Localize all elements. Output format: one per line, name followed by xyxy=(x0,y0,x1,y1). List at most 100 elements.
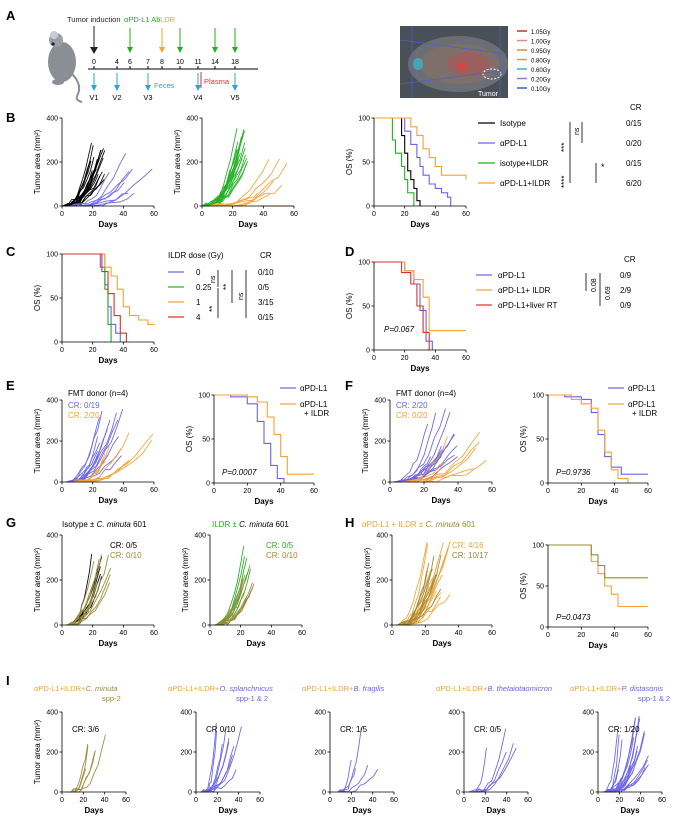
tumor-growth-curve xyxy=(201,769,237,793)
legend-label: αPD-L1+ILDR xyxy=(500,179,550,188)
legend-label: αPD-L1 xyxy=(300,384,328,393)
y-tick-label: 0 xyxy=(456,790,460,797)
visit-label: V1 xyxy=(89,93,98,102)
stat-label: 0.08 xyxy=(591,278,598,292)
y-tick-label: 400 xyxy=(46,533,58,540)
x-tick-label: 0 xyxy=(208,630,212,637)
x-tick-label: 20 xyxy=(89,211,97,218)
panel-letter-f: F xyxy=(345,378,353,393)
x-tick-label: 60 xyxy=(524,797,532,804)
tumor-growth-curve xyxy=(473,728,507,793)
y-tick-label: 50 xyxy=(536,437,544,444)
panel-d-os: 0 20 40 60 0 50 100 Days OS (%) P=0.067 CR αPD-L1 0/… xyxy=(345,255,636,373)
y-tick-label: 100 xyxy=(358,260,370,267)
y-tick-label: 50 xyxy=(362,160,370,167)
cr-value: 0/9 xyxy=(620,301,632,310)
x-axis-label: Days xyxy=(432,639,452,648)
p-value: P=0.067 xyxy=(384,325,415,334)
cr-label: CR: 4/16 xyxy=(452,541,484,550)
x-tick-label: 40 xyxy=(611,488,619,495)
x-tick-label: 60 xyxy=(150,630,158,637)
x-tick-label: 20 xyxy=(421,630,429,637)
y-axis-label: OS (%) xyxy=(185,426,194,453)
timeline-day-label: 7 xyxy=(146,59,150,66)
x-axis-label: Days xyxy=(486,806,506,815)
x-tick-label: 20 xyxy=(347,797,355,804)
panel-i-subplot-3: 0 20 40 60 0 200 400 Days αPD-L1+ILDR+B. fragili… xyxy=(302,684,398,815)
x-axis-label: Days xyxy=(98,356,118,365)
survival-curve-1 xyxy=(214,394,285,483)
tumor-growth-curve xyxy=(472,747,487,793)
plasma-label: Plasma xyxy=(204,77,230,86)
panel-b-tumor-isotype: 0 20 40 60 0 200 400 Days Tumor area (mm²) xyxy=(33,116,158,230)
x-tick-label: 20 xyxy=(615,797,623,804)
x-tick-label: 0 xyxy=(60,347,64,354)
legend-label: 0 xyxy=(196,268,201,277)
title-prefix: αPD-L1+ILDR+ xyxy=(436,684,488,693)
timeline-day-label: 0 xyxy=(92,59,96,66)
tumor-growth-curve xyxy=(71,460,131,483)
survival-curve-3 xyxy=(374,261,430,350)
induction-arrowhead xyxy=(90,47,98,54)
y-tick-label: 100 xyxy=(532,393,544,400)
tumor-growth-curve xyxy=(67,582,110,626)
title-suffix: 601 xyxy=(131,520,147,529)
ct-scan-image: Tumor xyxy=(399,26,509,98)
x-tick-label: 40 xyxy=(431,355,439,362)
y-tick-label: 400 xyxy=(180,710,192,717)
cr-value: 0/5 xyxy=(258,283,270,292)
x-axis-label: Days xyxy=(98,496,118,505)
title-prefix: αPD-L1+ILDR+ xyxy=(302,684,354,693)
tumor-growth-curve xyxy=(69,168,153,207)
tumor-growth-curve xyxy=(397,568,433,626)
panel-letter-d: D xyxy=(345,244,354,259)
y-axis-label: OS (%) xyxy=(519,426,528,453)
panel-i-title: αPD-L1+ILDR+P. distasonis xyxy=(570,684,663,693)
visit-arrowhead xyxy=(145,85,151,91)
legend-label: isotype+ILDR xyxy=(500,159,548,168)
tumor-growth-curve xyxy=(602,730,619,793)
cr-value: 0/15 xyxy=(626,159,642,168)
title-species: P. distasonis xyxy=(621,684,663,693)
ct-legend-label: 1.00Gy xyxy=(531,40,550,46)
x-tick-label: 20 xyxy=(420,487,428,494)
x-tick-label: 60 xyxy=(644,488,652,495)
stat-label: ** xyxy=(208,306,217,312)
y-tick-label: 400 xyxy=(46,710,58,717)
ildr-dose-arrowhead xyxy=(159,47,165,53)
x-tick-label: 60 xyxy=(256,797,264,804)
tumor-growth-curve xyxy=(70,752,96,793)
tumor-growth-curve xyxy=(71,455,122,483)
y-tick-label: 100 xyxy=(358,116,370,123)
title-species: O. splanchnicus xyxy=(219,684,273,693)
y-tick-label: 200 xyxy=(582,750,594,757)
timeline-day-label: 10 xyxy=(176,59,184,66)
p-value: P=0.9736 xyxy=(556,468,591,477)
x-tick-label: 40 xyxy=(119,211,127,218)
legend-label: + ILDR xyxy=(632,409,657,418)
y-tick-label: 200 xyxy=(314,750,326,757)
tumor-growth-curve xyxy=(204,149,238,207)
panel-e-os: 0 20 40 60 0 50 100 Days OS (%) P=0.0007 αPD-L1 αPD… xyxy=(185,384,329,506)
stat-label: ns xyxy=(574,127,581,135)
y-axis-label: Tumor area (mm²) xyxy=(33,129,42,194)
y-tick-label: 0 xyxy=(54,204,58,211)
survival-curve-1 xyxy=(374,117,421,206)
tumor-growth-curve xyxy=(66,561,95,626)
x-tick-label: 60 xyxy=(150,487,158,494)
x-tick-label: 0 xyxy=(60,487,64,494)
y-tick-label: 0 xyxy=(54,340,58,347)
timeline-day-label: 4 xyxy=(115,59,119,66)
cr-value: 0/20 xyxy=(626,139,642,148)
x-tick-label: 0 xyxy=(60,211,64,218)
y-tick-label: 200 xyxy=(194,578,206,585)
y-tick-label: 400 xyxy=(314,710,326,717)
y-tick-label: 200 xyxy=(46,750,58,757)
tumor-growth-curve xyxy=(468,747,517,793)
tumor-growth-curve xyxy=(69,461,107,483)
panel-letter-b: B xyxy=(6,110,15,125)
y-tick-label: 200 xyxy=(46,160,58,167)
x-tick-label: 0 xyxy=(390,630,394,637)
timeline: 0 4 6 7 8 10 11 14 18 Tumor induction αPD-L1 AbILD… xyxy=(67,15,258,102)
ct-legend-label: 0.95Gy xyxy=(531,49,550,55)
